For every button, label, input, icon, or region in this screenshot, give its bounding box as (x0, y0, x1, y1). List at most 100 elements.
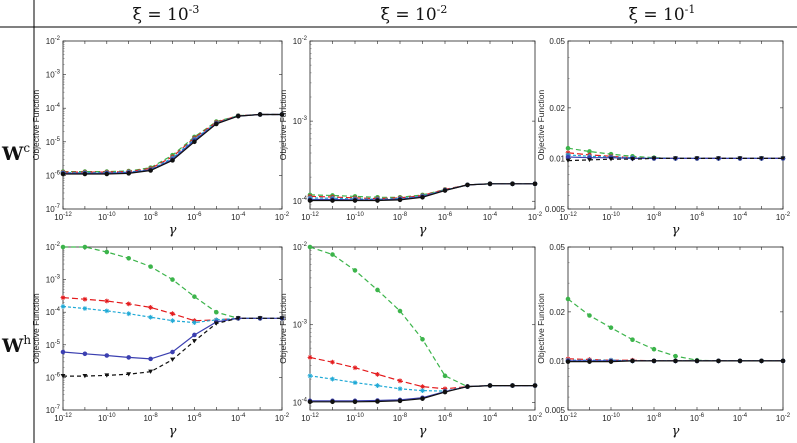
column-header-1: ξ = 10-3 (133, 3, 200, 25)
data-point (235, 113, 241, 119)
data-point (375, 287, 380, 293)
data-point (257, 316, 263, 321)
x-tick-label: 10-2 (528, 413, 543, 423)
data-point (192, 332, 197, 338)
data-point (375, 399, 380, 404)
data-point (737, 358, 743, 364)
data-point (694, 156, 700, 161)
data-point (673, 358, 678, 364)
series-green (565, 296, 786, 364)
series-line (309, 246, 535, 388)
data-point (352, 268, 358, 273)
column-header-3: ξ = 10-1 (629, 3, 696, 25)
y-axis-label: Objective Function (536, 293, 546, 364)
y-axis-label: Objective Function (278, 90, 288, 161)
data-point (82, 306, 88, 311)
x-tick-label: 10-4 (483, 413, 498, 423)
data-point (104, 353, 110, 358)
series-line (309, 356, 535, 390)
data-point (397, 197, 403, 203)
data-point (148, 314, 153, 320)
column-header-2: ξ = 10-2 (381, 3, 448, 25)
x-tick-label: 10-12 (301, 212, 319, 222)
data-point (565, 154, 571, 160)
series-green (60, 244, 285, 321)
y-tick-label: 0.05 (549, 37, 565, 46)
series-line (63, 113, 282, 173)
x-tick-label: 10-6 (690, 212, 705, 222)
y-tick-label: 10-3 (46, 70, 61, 80)
series-blue (60, 112, 285, 176)
data-point (630, 157, 635, 162)
data-point (126, 171, 131, 176)
plot-area (567, 40, 784, 210)
x-tick-label: 10-8 (393, 212, 408, 222)
y-tick-label: 10-6 (46, 170, 61, 180)
x-tick-label: 10-4 (483, 212, 498, 222)
series-black (60, 112, 285, 177)
data-point (330, 359, 335, 365)
x-tick-label: 10-8 (393, 413, 408, 423)
data-point (148, 305, 153, 310)
series-blue (60, 315, 285, 362)
data-point (420, 336, 425, 342)
data-point (307, 399, 313, 405)
y-axis-label: Objective Function (536, 90, 546, 161)
data-point (673, 156, 678, 161)
data-point (587, 313, 592, 318)
series-cyan (307, 373, 538, 394)
x-tick-label: 10-4 (733, 212, 748, 222)
data-point (82, 351, 88, 357)
data-point (330, 198, 335, 203)
data-point (192, 139, 197, 145)
y-tick-label: 10-3 (293, 116, 308, 126)
x-tick-label: 10-10 (602, 212, 620, 222)
data-point (170, 277, 175, 282)
data-point (60, 304, 66, 309)
data-point (694, 358, 700, 364)
data-point (759, 156, 764, 161)
y-tick-label: 10-6 (46, 372, 61, 382)
data-point (170, 318, 175, 324)
series-line (567, 298, 783, 362)
data-point (565, 158, 571, 163)
y-tick-label: 10-2 (46, 242, 61, 252)
data-point (375, 371, 380, 377)
y-tick-label: 10-7 (46, 405, 61, 415)
x-tick-label: 10-8 (647, 212, 662, 222)
x-tick-label: 10-10 (346, 212, 364, 222)
y-tick-label: 10-3 (293, 320, 308, 330)
panel-5: 10-12 10-10 10-8 10-6 10-4 10-210-410-310-2Ob… (278, 242, 543, 439)
x-tick-label: 10-2 (776, 413, 791, 423)
data-point (126, 256, 131, 261)
x-tick-label: 10-12 (54, 413, 72, 423)
data-point (465, 182, 470, 188)
series-line (63, 246, 282, 319)
data-point (352, 399, 358, 405)
data-point (651, 358, 657, 364)
data-point (651, 156, 657, 161)
x-tick-label: 10-10 (98, 212, 116, 222)
x-tick-label: 10-10 (346, 413, 364, 423)
x-tick-label: 10-12 (559, 413, 577, 423)
y-tick-label: 10-7 (46, 204, 61, 214)
data-point (487, 181, 493, 187)
x-tick-label: 10-6 (187, 212, 202, 222)
row-header-1: Wc (1, 141, 30, 165)
data-point (148, 356, 153, 362)
y-tick-label: 0.02 (549, 308, 565, 317)
data-point (235, 316, 241, 321)
data-point (104, 171, 110, 177)
y-tick-label: 10-4 (46, 307, 61, 317)
data-point (192, 320, 197, 325)
data-point (587, 359, 592, 364)
y-tick-label: 0.01 (549, 357, 565, 366)
data-point (375, 383, 380, 388)
panel-1: 10-12 10-10 10-8 10-6 10-4 10-2 10-7 10-6 10-5 10… (31, 36, 290, 238)
data-point (126, 311, 132, 317)
data-point (510, 181, 515, 187)
data-point (104, 373, 110, 378)
data-point (279, 112, 285, 117)
x-tick-label: 10-4 (231, 413, 246, 423)
